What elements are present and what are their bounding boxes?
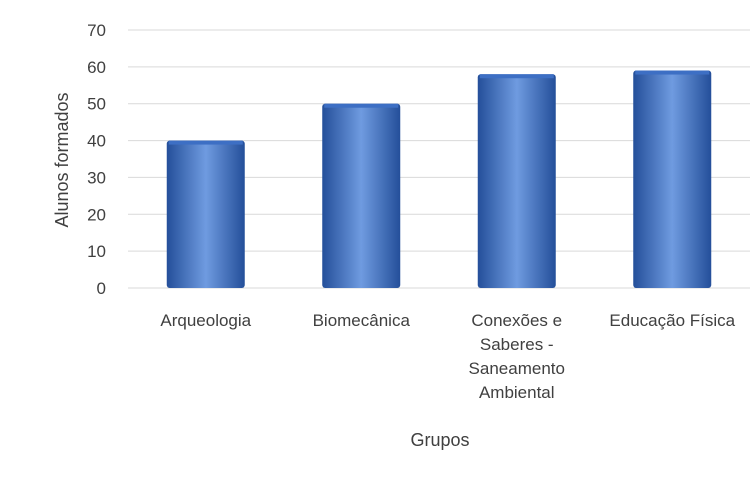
bar [633,70,712,289]
bar-top-edge [635,70,710,75]
x-axis-ticks: Arqueologia Biomecânica Conexões e Saberes … [160,311,735,402]
x-axis-label: Grupos [410,430,469,450]
y-tick-label: 0 [97,279,106,298]
y-tick-label: 50 [87,95,106,114]
x-tick-label: Conexões e Saberes -Saneamento Ambiental [469,311,565,402]
x-tick-label: Educação Física [609,311,735,330]
bar-body [322,103,401,288]
bar-top-edge [324,103,399,108]
y-axis-label: Alunos formados [52,92,72,227]
y-tick-label: 30 [87,168,106,187]
bars [166,70,712,289]
bar [322,103,401,288]
x-tick-label: Biomecânica [313,311,411,330]
bar-body [477,74,556,288]
bar [166,140,245,288]
x-tick-label: Arqueologia [160,311,251,330]
y-tick-label: 70 [87,21,106,40]
bar-top-edge [479,74,554,79]
y-axis-ticks: 0 10 20 30 40 50 60 70 [87,21,106,298]
y-tick-label: 40 [87,132,106,151]
y-tick-label: 60 [87,58,106,77]
y-tick-label: 10 [87,242,106,261]
y-tick-label: 20 [87,205,106,224]
bar [477,74,556,288]
bar-body [166,140,245,288]
bar-top-edge [168,140,243,145]
bar-body [633,70,712,289]
